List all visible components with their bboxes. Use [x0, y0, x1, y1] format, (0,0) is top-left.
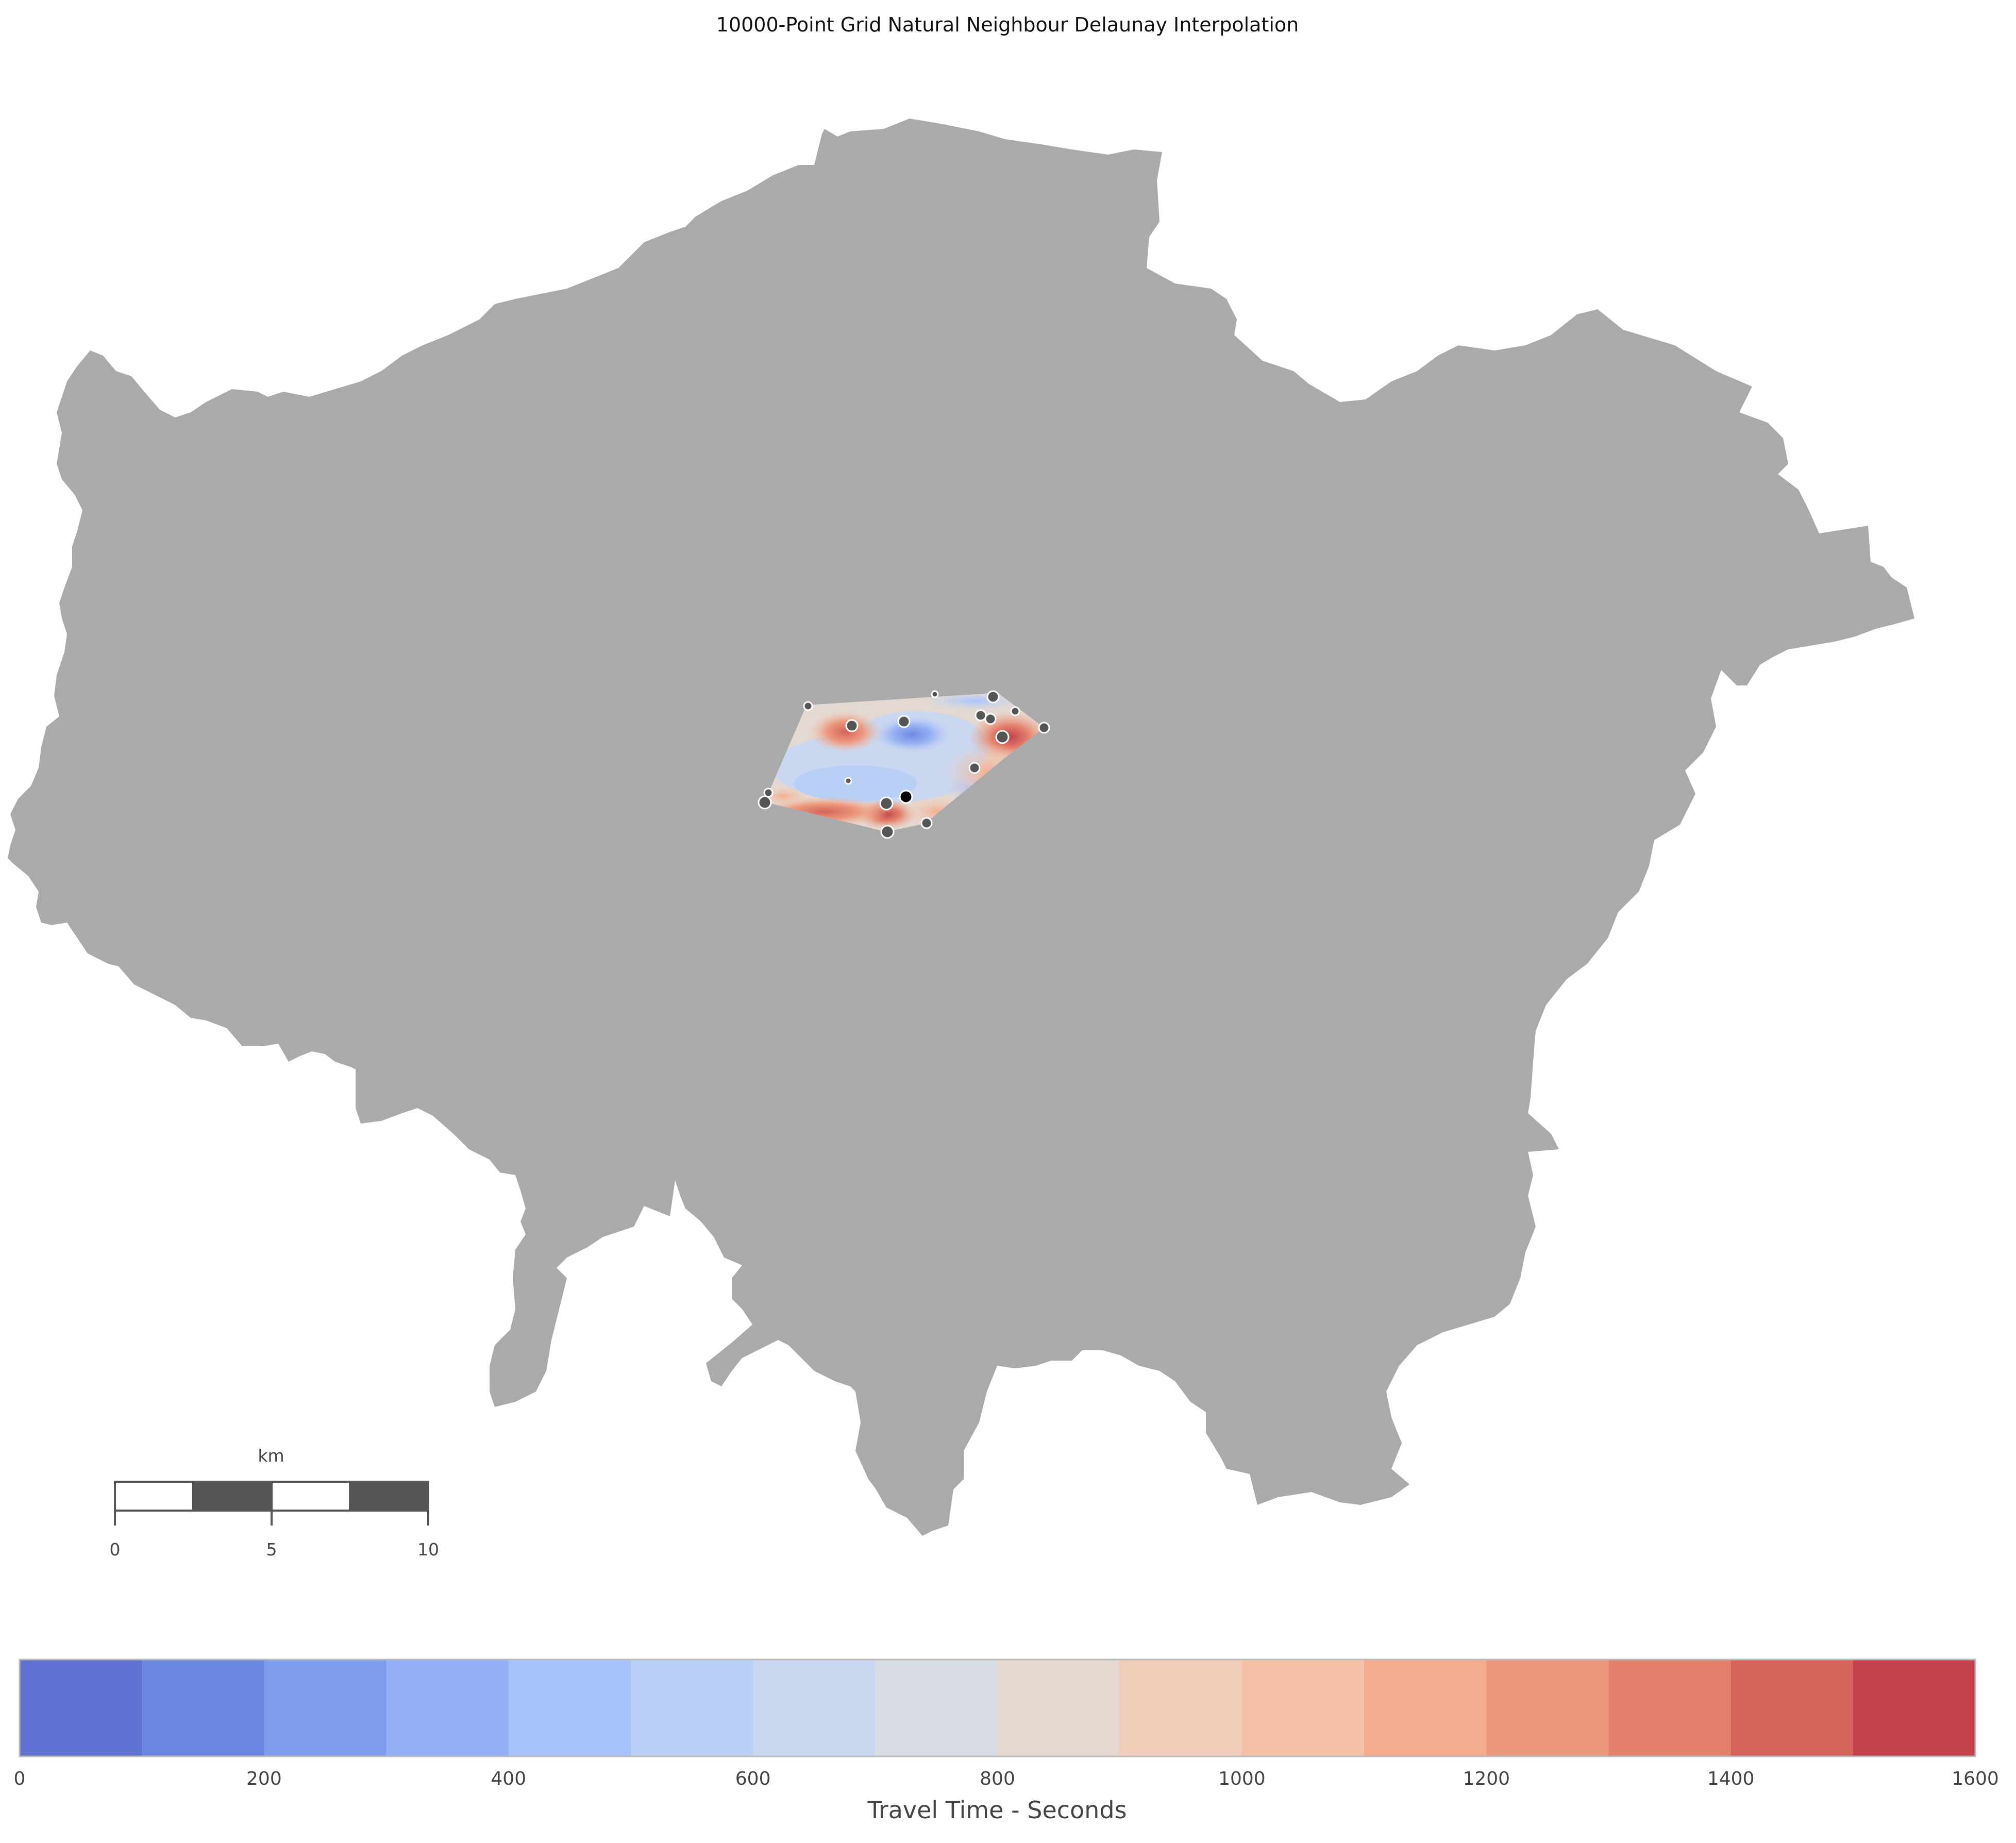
- scale-label-10: 10: [417, 1539, 439, 1560]
- scale-segment: [192, 1481, 273, 1512]
- sample-point: [1038, 722, 1050, 734]
- colorbar-bin-8: [997, 1660, 1120, 1756]
- sample-point: [879, 796, 894, 811]
- sample-point: [758, 795, 772, 810]
- colorbar-tick-label: 200: [246, 1768, 282, 1789]
- sample-point: [897, 715, 911, 728]
- colorbar-label: Travel Time - Seconds: [867, 1796, 1127, 1824]
- colorbar-bin-14: [1731, 1660, 1854, 1756]
- sample-point: [920, 817, 933, 829]
- origin-point: [899, 790, 913, 804]
- sample-point: [995, 730, 1010, 744]
- colorbar-bin-1: [142, 1660, 264, 1756]
- sample-points: [758, 690, 1050, 839]
- colorbar-tick-label: 400: [491, 1768, 526, 1789]
- colorbar-tick-label: 800: [980, 1768, 1015, 1789]
- colorbar-bin-12: [1486, 1660, 1609, 1756]
- london-boundary-land: [8, 119, 1914, 1536]
- sample-point: [844, 777, 852, 785]
- map-title: 10000-Point Grid Natural Neighbour Delau…: [716, 13, 1299, 36]
- colorbar-tick-label: 600: [735, 1768, 771, 1789]
- scale-segment: [271, 1481, 351, 1512]
- sample-point: [803, 701, 813, 711]
- colorbar-bin-9: [1119, 1660, 1242, 1756]
- scale-segment: [114, 1481, 194, 1512]
- scale-label-0: 0: [110, 1539, 121, 1560]
- colorbar-bin-5: [630, 1660, 753, 1756]
- sample-point: [1010, 706, 1020, 716]
- colorbar-bin-7: [875, 1660, 998, 1756]
- colorbar-frame: [19, 1658, 1976, 1757]
- colorbar-tick-label: 1400: [1707, 1768, 1755, 1789]
- scale-bar-unit: km: [258, 1446, 284, 1466]
- colorbar-bin-10: [1241, 1660, 1365, 1756]
- colorbar-tick-label: 1600: [1952, 1768, 1999, 1789]
- colorbar-tick-label: 1000: [1218, 1768, 1266, 1789]
- colorbar-bin-15: [1853, 1660, 1976, 1756]
- colorbar-bin-6: [753, 1660, 876, 1756]
- sample-point: [880, 825, 895, 839]
- colorbar-bin-11: [1364, 1660, 1487, 1756]
- colorbar: 0 200 400 600 800 1000 1200 1400 1600 Travel Tim…: [14, 1658, 1999, 1824]
- sample-point: [931, 690, 939, 698]
- colorbar-bin-3: [386, 1660, 509, 1756]
- colorbar-ticks: 0 200 400 600 800 1000 1200 1400 1600: [14, 1768, 1999, 1789]
- scale-segment: [349, 1481, 429, 1512]
- colorbar-bin-13: [1608, 1660, 1732, 1756]
- colorbar-bin-4: [508, 1660, 631, 1756]
- colorbar-tick-label: 1200: [1463, 1768, 1510, 1789]
- colorbar-bin-2: [264, 1660, 387, 1756]
- sample-point: [845, 719, 859, 732]
- sample-point: [968, 762, 981, 774]
- sample-point: [975, 709, 987, 722]
- colorbar-bin-0: [20, 1660, 142, 1756]
- sample-point: [984, 713, 997, 725]
- scale-label-5: 5: [266, 1539, 277, 1560]
- scale-bar: km 0 5 10: [110, 1446, 440, 1560]
- colorbar-tick-label: 0: [14, 1768, 26, 1789]
- sample-point: [986, 690, 1000, 703]
- colorbar-bins: [20, 1660, 1976, 1756]
